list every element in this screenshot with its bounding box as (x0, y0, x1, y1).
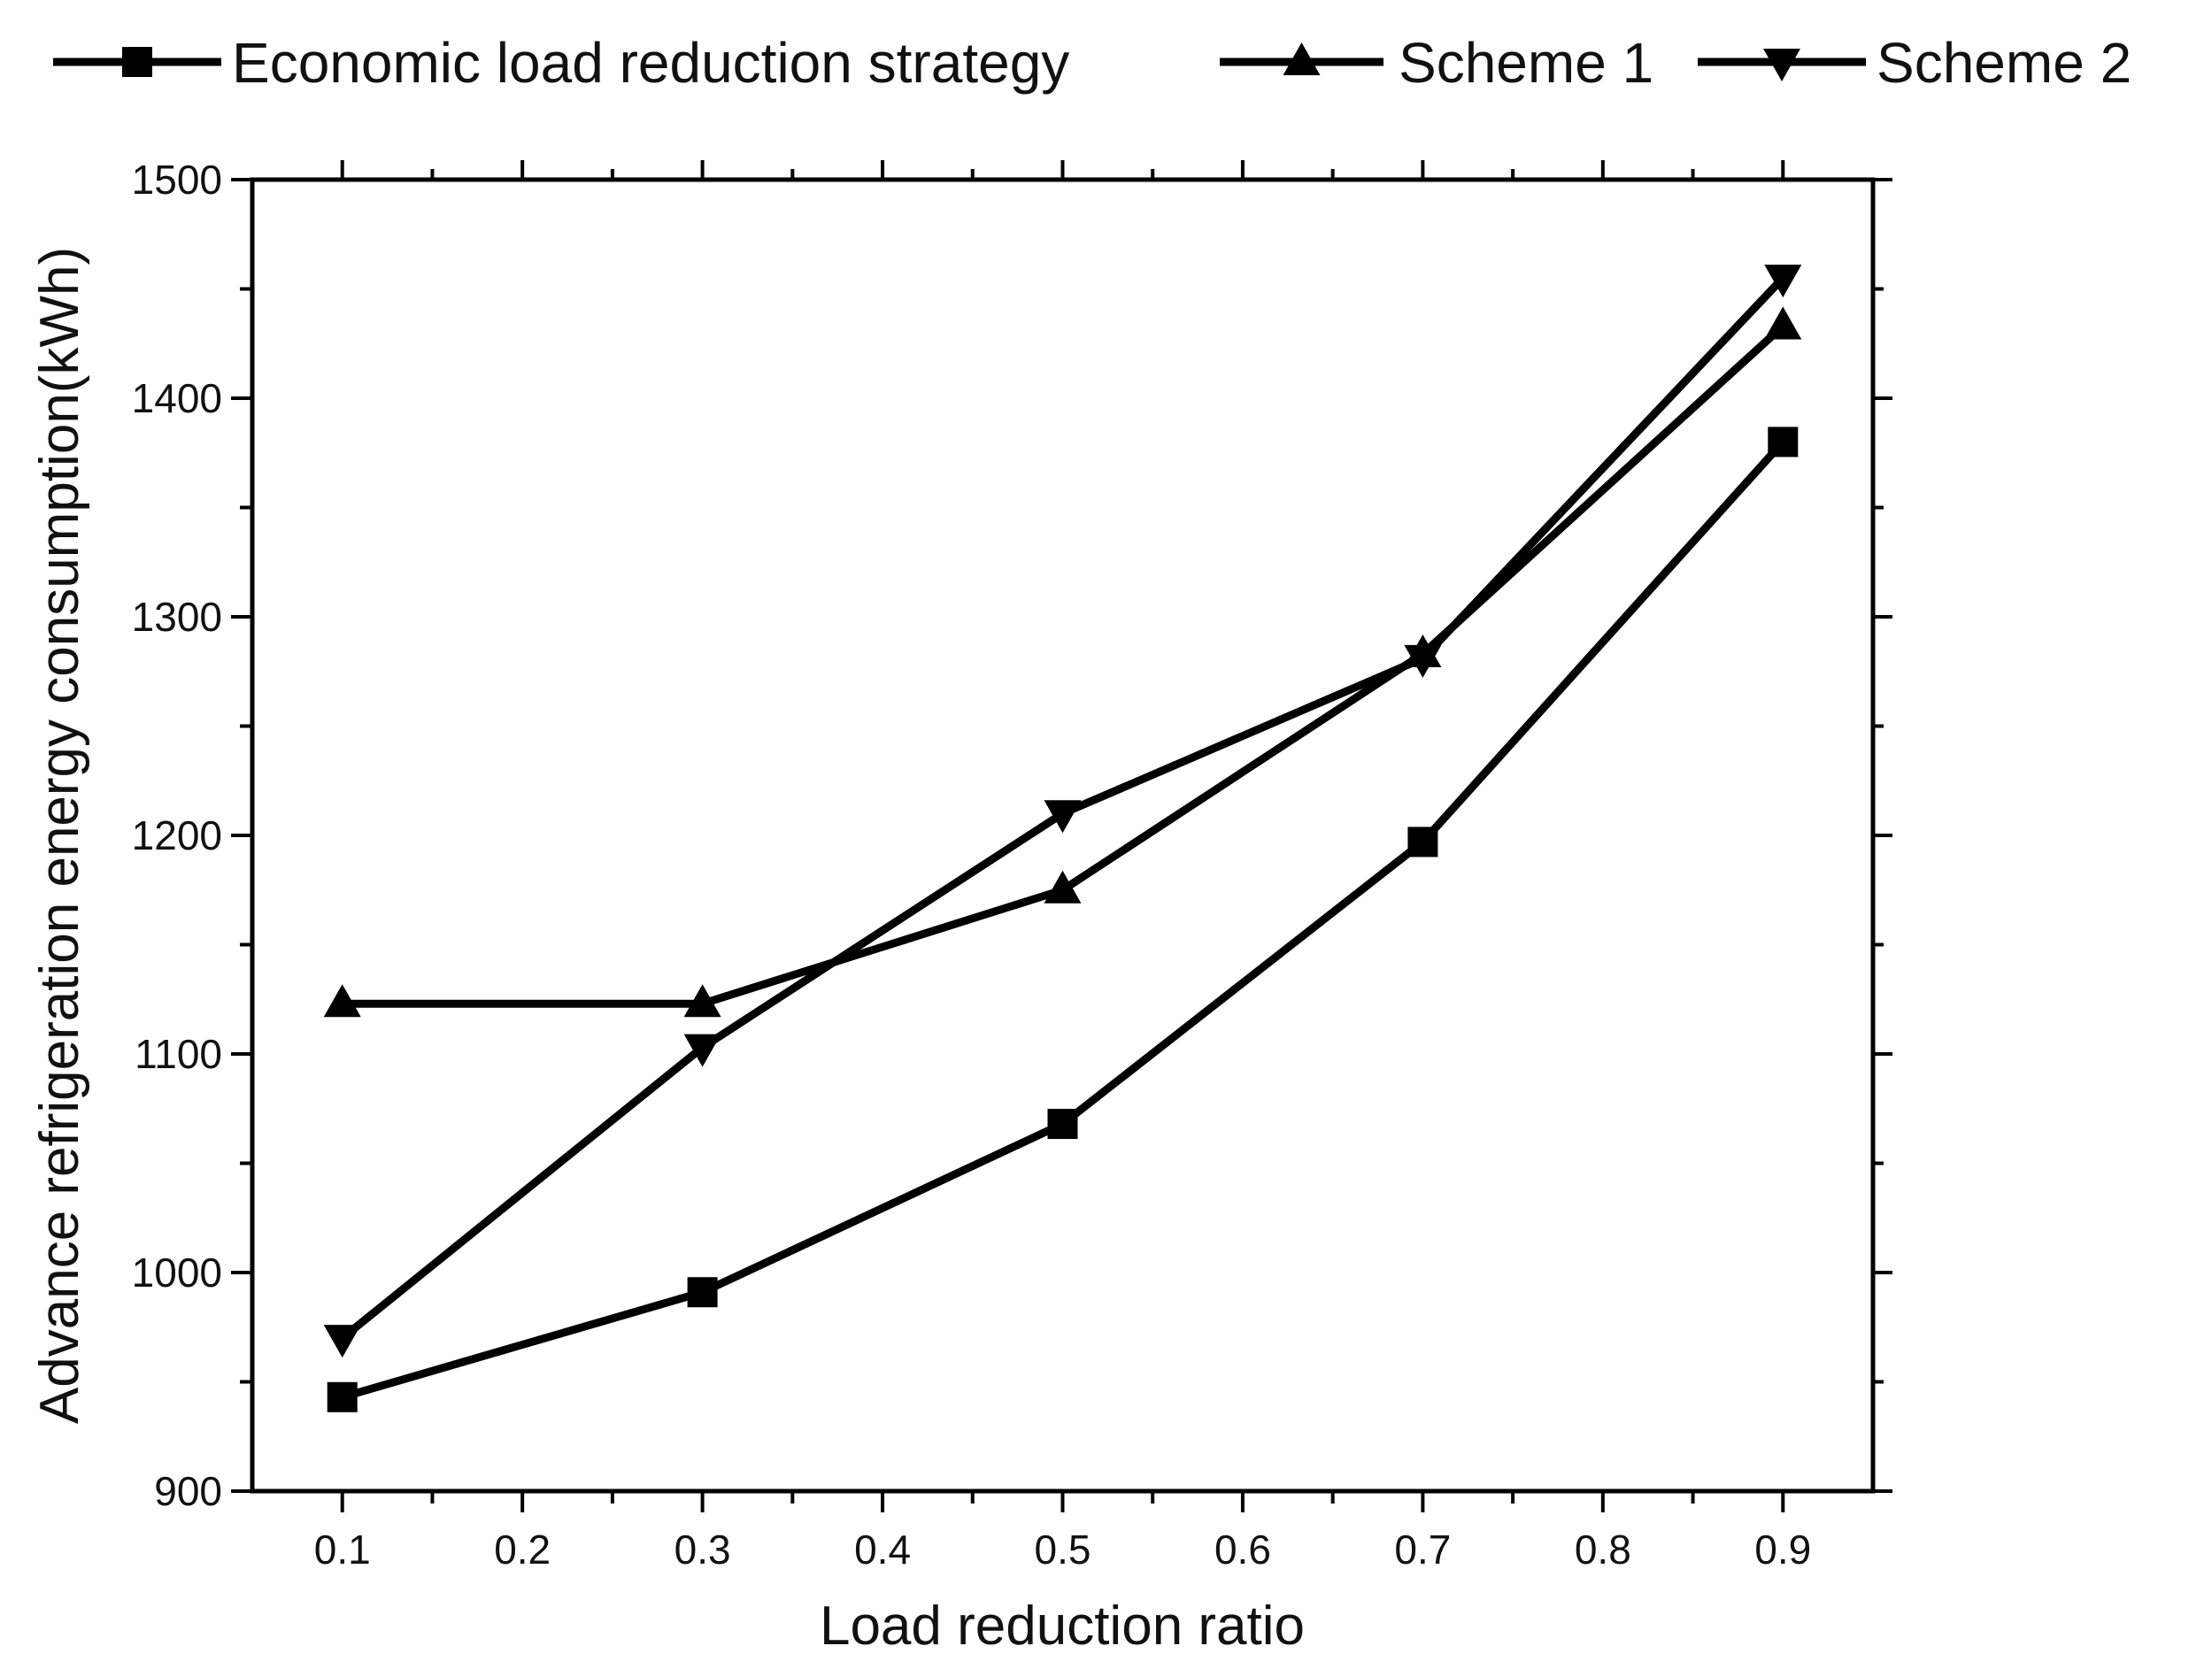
legend: Economic load reduction strategy Scheme 1… (53, 31, 2131, 95)
x-tick-label: 0.4 (854, 1527, 911, 1573)
y-tick-label: 1100 (135, 1031, 222, 1077)
data-point (323, 984, 361, 1018)
plot-frame (250, 177, 1876, 1494)
data-point (687, 1277, 718, 1308)
data-point (683, 984, 721, 1018)
series-1 (327, 427, 1799, 1412)
y-tick-label: 1500 (132, 157, 222, 203)
legend-marker (1283, 42, 1321, 75)
data-point (1047, 1109, 1078, 1140)
y-tick-label: 1400 (132, 375, 222, 421)
x-tick-label: 0.2 (494, 1527, 551, 1573)
data-point (1764, 265, 1802, 298)
x-tick-label: 0.1 (314, 1527, 371, 1573)
x-tick-label: 0.8 (1575, 1527, 1631, 1573)
x-tick-label: 0.9 (1754, 1527, 1811, 1573)
data-point (327, 1381, 358, 1412)
legend-marker (1763, 49, 1800, 81)
legend-item: Scheme 2 (1698, 31, 2131, 95)
data-point (1044, 870, 1082, 904)
y-tick-label: 1000 (132, 1250, 222, 1296)
data-point (1407, 827, 1438, 858)
data-point (1404, 644, 1442, 678)
y-tick-label: 900 (154, 1468, 222, 1514)
legend-label: Economic load reduction strategy (232, 31, 1069, 95)
legend-item: Scheme 1 (1220, 31, 1653, 95)
x-tick-label: 0.3 (674, 1527, 731, 1573)
y-axis-title: Advance refrigeration energy consumption… (29, 247, 90, 1424)
x-tick-label: 0.7 (1394, 1527, 1451, 1573)
data-point (1764, 306, 1802, 340)
series-line (341, 439, 1786, 1402)
legend-label: Scheme 1 (1399, 31, 1653, 95)
x-axis-title: Load reduction ratio (820, 1596, 1305, 1657)
data-point (683, 1034, 721, 1067)
y-tick-label: 1300 (132, 594, 222, 640)
legend-label: Scheme 2 (1877, 31, 2131, 95)
x-tick-label: 0.5 (1035, 1527, 1091, 1573)
series-3 (323, 265, 1802, 1358)
axis-ticks: 0.1 0.2 0.3 0.4 0.5 0.6 0.7 0.8 0.9 900 1000 1100 12… (132, 157, 1892, 1573)
data-point (1768, 427, 1799, 458)
x-tick-label: 0.6 (1214, 1527, 1271, 1573)
legend-item: Economic load reduction strategy (53, 31, 1069, 95)
y-tick-label: 1200 (132, 812, 222, 858)
legend-marker (122, 47, 152, 77)
data-point (1044, 800, 1082, 834)
series-layer (323, 265, 1802, 1412)
data-point (323, 1325, 361, 1358)
